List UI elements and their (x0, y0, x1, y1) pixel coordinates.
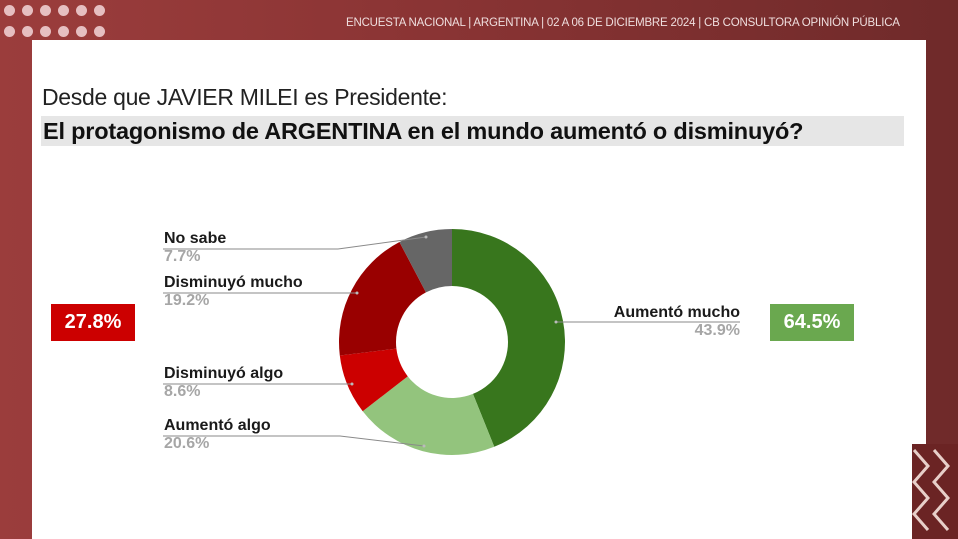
label-disminuyo-algo: Disminuyó algo 8.6% (164, 365, 283, 401)
negative-total-badge: 27.8% (51, 304, 135, 341)
donut-slice (339, 348, 408, 412)
label-name: No sabe (164, 230, 227, 247)
label-pct: 20.6% (164, 435, 210, 452)
label-name: Disminuyó mucho (164, 274, 303, 291)
label-disminuyo-mucho: Disminuyó mucho 19.2% (164, 274, 303, 310)
label-name: Aumentó mucho (613, 304, 740, 321)
donut-slices (339, 229, 565, 456)
label-pct: 19.2% (164, 292, 210, 309)
label-pct: 43.9% (694, 322, 740, 339)
donut-slice (399, 229, 452, 293)
label-name: Aumentó algo (164, 417, 271, 434)
label-no-sabe: No sabe 7.7% (164, 230, 226, 266)
donut-slice (452, 229, 565, 447)
leader-lines (163, 236, 740, 447)
donut-slice (339, 241, 426, 356)
slide-subtitle: Desde que JAVIER MILEI es Presidente: (42, 84, 448, 110)
donut-slice (362, 376, 495, 456)
decorative-dots (4, 5, 114, 41)
zigzag-decoration (912, 444, 958, 539)
label-aumento-algo: Aumentó algo 20.6% (164, 417, 271, 453)
survey-header: ENCUESTA NACIONAL | ARGENTINA | 02 A 06 … (346, 17, 900, 29)
label-name: Disminuyó algo (164, 365, 284, 382)
slide-question: El protagonismo de ARGENTINA en el mundo… (41, 116, 904, 146)
label-aumento-mucho: Aumentó mucho 43.9% (590, 304, 740, 340)
positive-total-badge: 64.5% (770, 304, 854, 341)
label-pct: 7.7% (164, 248, 201, 265)
label-pct: 8.6% (164, 383, 201, 400)
slide-panel: Desde que JAVIER MILEI es Presidente: El… (32, 40, 926, 539)
